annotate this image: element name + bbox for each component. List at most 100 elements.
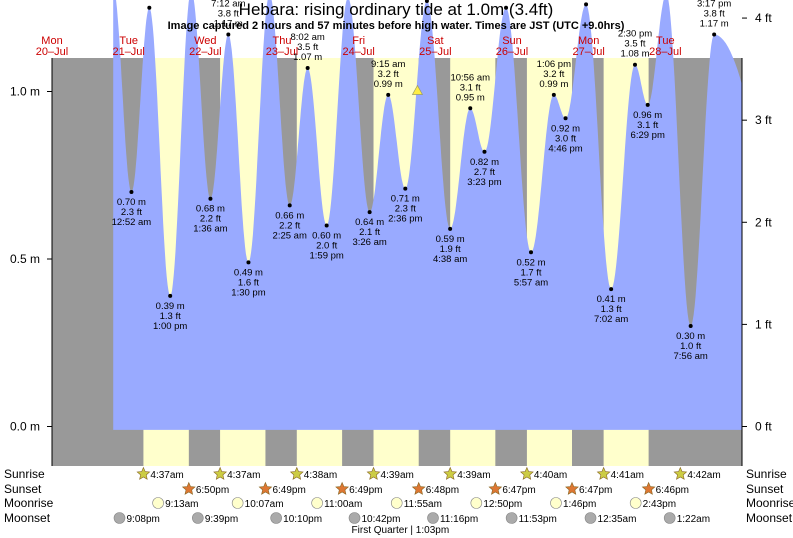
sunset-icon xyxy=(335,481,350,495)
sunrise-time-label: 4:42am xyxy=(687,470,720,481)
moonset-time-label: 11:53pm xyxy=(519,514,557,525)
moonset-time-label: 1:22am xyxy=(677,514,710,525)
y-tick-label-right: 1 ft xyxy=(755,317,772,331)
tide-extreme-label: 10:56 am xyxy=(450,72,490,83)
tide-extreme-dot xyxy=(712,32,717,37)
tide-extreme-label: 0.52 m xyxy=(516,257,545,268)
moonrise-time-label: 1:46pm xyxy=(563,499,596,510)
tide-extreme-label: 1.3 ft xyxy=(601,304,622,315)
tide-extreme-dot xyxy=(645,102,650,107)
sunset-icon xyxy=(488,481,503,495)
moonset-icon xyxy=(663,512,676,524)
chart-subtitle: Image captured 2 hours and 57 minutes be… xyxy=(168,20,625,32)
tide-extreme-label: 1.07 m xyxy=(293,52,322,63)
sunrise-time-label: 4:39am xyxy=(457,470,490,481)
day-date-label: 28–Jul xyxy=(649,46,681,58)
y-tick-label-left: 1.0 m xyxy=(10,85,40,99)
day-name-label: Mon xyxy=(578,35,599,47)
tide-extreme-dot xyxy=(482,149,487,154)
tide-extreme-label: 1.17 m xyxy=(700,19,729,30)
tide-extreme-label: 0.66 m xyxy=(275,210,304,221)
tide-extreme-label: 1.25 m xyxy=(492,0,521,3)
tide-extreme-label: 0.41 m xyxy=(597,294,626,305)
moonrise-icon xyxy=(629,497,642,509)
tide-extreme-label: 0.64 m xyxy=(355,217,384,228)
day-date-label: 25–Jul xyxy=(419,46,451,58)
moonset-time-label: 11:16pm xyxy=(440,514,478,525)
sunrise-row-label-left: Sunrise xyxy=(4,467,45,481)
tide-extreme-label: 2.2 ft xyxy=(279,220,300,231)
tide-extreme-dot xyxy=(147,5,152,10)
day-name-label: Sat xyxy=(427,35,444,47)
tide-extreme-label: 3.8 ft xyxy=(704,9,725,20)
tide-extreme-label: 7:12 am xyxy=(211,0,245,10)
moonset-time-label: 12:35am xyxy=(598,514,637,525)
moonrise-time-label: 11:00am xyxy=(324,499,362,510)
moonset-row-label-left: Moonset xyxy=(4,511,51,525)
tide-extreme-dot xyxy=(688,324,693,328)
tide-extreme-label: 1:30 pm xyxy=(231,287,265,298)
moonrise-icon xyxy=(390,497,403,509)
sunrise-time-label: 4:40am xyxy=(534,470,567,481)
y-tick-label-right: 2 ft xyxy=(755,215,772,229)
tide-extreme-dot xyxy=(504,5,509,10)
current-tide-marker xyxy=(411,84,424,95)
sunrise-icon xyxy=(519,466,534,480)
axis-layer: 0.0 m0.5 m1.0 m1.5 m0 ft1 ft2 ft3 ft4 ft… xyxy=(10,11,772,466)
tide-extreme-label: 3:23 pm xyxy=(467,177,501,188)
tide-extreme-label: 2.3 ft xyxy=(395,204,416,215)
sunrise-icon xyxy=(443,466,458,480)
tide-extreme-label: 0.49 m xyxy=(234,267,263,278)
tide-extreme-label: 3.1 ft xyxy=(460,82,481,93)
tide-extreme-label: 0.99 m xyxy=(539,79,568,90)
moonset-time-label: 10:42pm xyxy=(362,514,401,525)
day-name-label: Wed xyxy=(194,35,216,47)
tide-extreme-dot xyxy=(551,92,556,97)
sunset-icon xyxy=(641,481,656,495)
sunrise-time-label: 4:39am xyxy=(381,470,414,481)
sunrise-row-label-right: Sunrise xyxy=(746,467,787,481)
tide-extreme-dot xyxy=(424,0,429,4)
moonset-icon xyxy=(270,512,282,524)
day-date-label: 24–Jul xyxy=(342,46,374,58)
tide-extreme-dot xyxy=(584,2,589,7)
tide-extreme-label: 1.6 ft xyxy=(238,277,259,288)
day-date-label: 26–Jul xyxy=(496,46,528,58)
tide-extreme-dot xyxy=(529,250,534,255)
tide-extreme-dot xyxy=(403,186,408,191)
tide-extreme-label: 3.2 ft xyxy=(543,69,564,80)
tide-extreme-label: 1:06 pm xyxy=(537,59,571,70)
day-name-label: Mon xyxy=(41,35,62,47)
tide-extreme-label: 0.96 m xyxy=(633,110,662,121)
moonrise-icon xyxy=(550,497,562,509)
sunrise-time-label: 4:38am xyxy=(304,470,337,481)
day-date-label: 20–Jul xyxy=(36,46,68,58)
tide-extreme-label: 0.59 m xyxy=(436,234,465,245)
tide-extreme-label: 3.8 ft xyxy=(218,9,239,20)
moonrise-row-label-right: Moonrise xyxy=(746,496,793,510)
sunrise-icon xyxy=(136,466,151,480)
sunset-time-label: 6:48pm xyxy=(426,485,459,496)
sunrise-icon xyxy=(673,466,688,480)
tide-extreme-label: 0.70 m xyxy=(117,197,146,208)
day-name-label: Tue xyxy=(656,35,675,47)
tide-extreme-label: 7:02 am xyxy=(594,314,628,325)
tide-extreme-label: 2:25 am xyxy=(273,230,307,241)
tide-extreme-dot xyxy=(208,196,213,201)
sunset-time-label: 6:46pm xyxy=(656,485,689,496)
moonset-icon xyxy=(505,512,518,524)
tide-extreme-label: 1.0 ft xyxy=(680,341,701,352)
sunset-icon xyxy=(181,481,196,495)
day-name-label: Fri xyxy=(352,35,365,47)
tide-extreme-dot xyxy=(468,106,473,111)
sunrise-icon xyxy=(289,466,304,480)
tide-extreme-label: 1.08 m xyxy=(620,49,649,60)
moon-phase-label: First Quarter | 1:03pm xyxy=(352,525,450,536)
moonset-icon xyxy=(113,512,126,524)
tide-extreme-dot xyxy=(287,203,292,208)
tide-extreme-label: 3.5 ft xyxy=(624,39,645,50)
sunset-row-label-right: Sunset xyxy=(746,482,784,496)
tide-extreme-dot xyxy=(609,287,614,292)
tide-extreme-dot xyxy=(367,210,372,215)
